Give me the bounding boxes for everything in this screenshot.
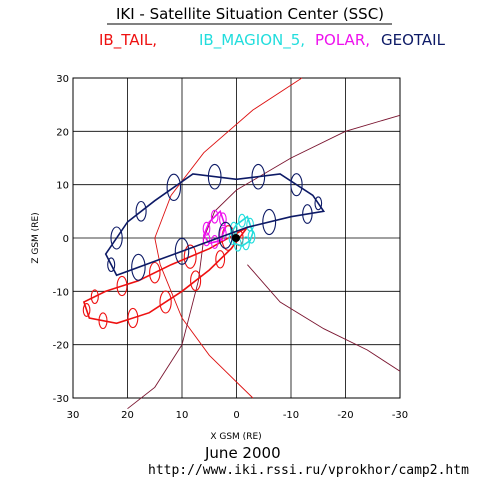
ticks: 30 20 10 0 -10 -20 -30 30 20 10 0 -10 -20 -30: [53, 74, 409, 421]
orbit-loop: [98, 312, 108, 330]
orbit-loop: [290, 173, 303, 197]
chart-title: IKI - Satellite Situation Center (SSC): [116, 5, 384, 23]
x-tick-label: 30: [67, 410, 80, 421]
orbit-loop: [107, 257, 116, 273]
orbit-loop: [210, 209, 219, 224]
orbit-loop: [159, 290, 172, 314]
legend-item: IB_TAIL,: [99, 31, 157, 50]
orbit-loop: [215, 250, 226, 269]
y-tick-label: 30: [56, 74, 69, 85]
orbit-loop: [110, 226, 123, 250]
orbit-loop: [246, 217, 254, 232]
orbit-loop: [135, 200, 147, 222]
y-tick-label: -10: [53, 287, 69, 298]
orbit-loop: [82, 303, 91, 317]
orbit-loop: [210, 235, 219, 249]
orbit-loop: [116, 275, 128, 297]
legend-item: GEOTAIL: [381, 31, 446, 49]
orbit-ib-magion-5: [230, 215, 254, 247]
orbit-loop: [219, 212, 227, 227]
y-tick-label: -30: [53, 394, 69, 405]
boundary-curve: [247, 264, 401, 372]
y-tick-label: 20: [56, 127, 69, 138]
orbit-loop: [166, 173, 182, 201]
x-axis-label: X GSM (RE): [210, 432, 261, 442]
orbit-ib-tail: [82, 226, 249, 325]
x-tick-label: 20: [121, 410, 134, 421]
orbit-loop: [314, 196, 323, 211]
x-tick-label: -20: [337, 410, 353, 421]
orbit-loop: [242, 236, 250, 251]
y-tick-label: 10: [56, 181, 69, 192]
orbit-loop: [183, 244, 197, 269]
orbit-loop: [251, 163, 266, 190]
orbit-loop: [302, 204, 313, 224]
legend-item: IB_MAGION_5,: [199, 31, 305, 50]
boundaries: [127, 77, 401, 410]
orbit-loop: [174, 237, 190, 265]
date-label: June 2000: [204, 444, 281, 462]
orbit-loop: [90, 289, 99, 305]
x-tick-label: -30: [392, 410, 408, 421]
x-tick-label: 10: [176, 410, 189, 421]
legend-item: POLAR,: [315, 31, 370, 49]
orbit-loop: [202, 221, 211, 236]
orbit-loop: [207, 163, 222, 190]
y-tick-label: 0: [63, 234, 69, 245]
y-tick-label: -20: [53, 341, 69, 352]
orbit-geotail: [104, 173, 326, 277]
x-tick-label: -10: [283, 410, 299, 421]
orbit-loop: [131, 253, 146, 281]
orbit-loop: [218, 221, 233, 249]
orbits: [82, 163, 326, 330]
boundary-curve: [159, 264, 254, 399]
orbit-loop: [262, 208, 277, 236]
boundary-curve: [154, 77, 303, 265]
orbit-loop: [190, 270, 202, 292]
earth-marker: [232, 234, 240, 242]
orbit-loop: [238, 213, 246, 228]
x-tick-label: 0: [233, 410, 239, 421]
orbit-loop: [127, 307, 139, 329]
orbit-loop: [202, 232, 211, 247]
source-url: http://www.iki.rssi.ru/vprokhor/camp2.ht…: [148, 463, 469, 478]
y-axis-label: Z GSM (RE): [31, 212, 41, 263]
orbit-loop: [219, 227, 227, 241]
legend: IB_TAIL, IB_MAGION_5, POLAR, GEOTAIL: [99, 31, 446, 50]
boundary-curve: [127, 344, 183, 410]
orbit-loop: [149, 261, 161, 284]
